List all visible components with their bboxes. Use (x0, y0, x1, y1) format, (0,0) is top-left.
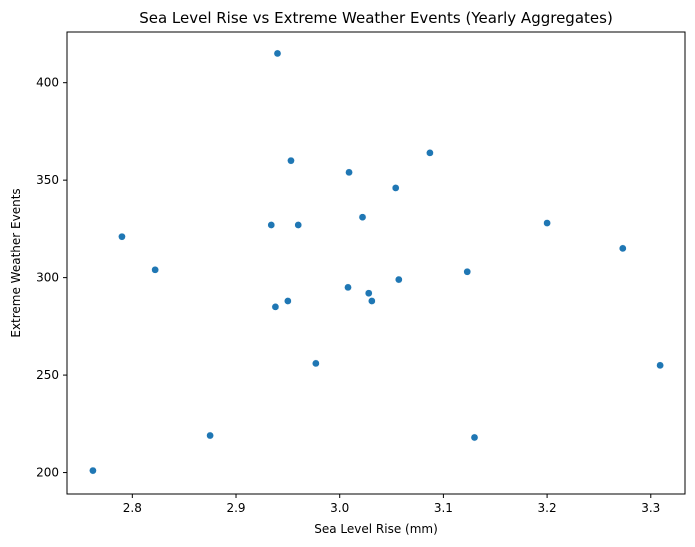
data-point (89, 466, 97, 475)
x-tick-label: 2.8 (123, 501, 142, 515)
data-point (267, 221, 276, 229)
data-point (345, 168, 353, 177)
data-point (312, 359, 320, 368)
x-tick-label: 2.9 (226, 501, 245, 515)
y-axis-label: Extreme Weather Events (9, 188, 23, 337)
data-points (89, 49, 664, 475)
data-point (271, 303, 280, 311)
y-tick-label: 400 (36, 76, 59, 90)
chart-title: Sea Level Rise vs Extreme Weather Events… (139, 9, 613, 27)
data-point (426, 149, 434, 157)
data-point (284, 297, 292, 305)
x-axis: 2.8 2.9 3.0 3.1 3.2 3.3 (123, 494, 660, 515)
data-point (368, 297, 376, 305)
data-point (543, 219, 551, 227)
y-tick-label: 350 (36, 173, 59, 187)
data-point (151, 265, 159, 274)
data-point (358, 213, 367, 222)
y-tick-label: 300 (36, 271, 59, 285)
data-point (470, 433, 479, 442)
data-point (618, 244, 627, 253)
data-point (656, 361, 664, 370)
plot-area (66, 31, 686, 495)
data-point (391, 184, 400, 192)
x-tick-label: 3.3 (641, 501, 660, 515)
data-point (294, 221, 303, 229)
x-tick-label: 3.1 (434, 501, 453, 515)
data-point (287, 156, 295, 165)
data-point (364, 289, 373, 298)
x-tick-label: 3.0 (330, 501, 349, 515)
y-tick-label: 200 (36, 466, 59, 480)
data-point (344, 283, 352, 292)
data-point (273, 49, 282, 58)
x-axis-label: Sea Level Rise (mm) (314, 522, 438, 536)
data-point (394, 275, 403, 284)
y-axis: 200 250 300 350 400 (36, 76, 67, 480)
x-tick-label: 3.2 (538, 501, 557, 515)
y-tick-label: 250 (36, 368, 59, 382)
data-point (118, 232, 126, 241)
data-point (206, 431, 214, 440)
data-point (463, 267, 472, 276)
